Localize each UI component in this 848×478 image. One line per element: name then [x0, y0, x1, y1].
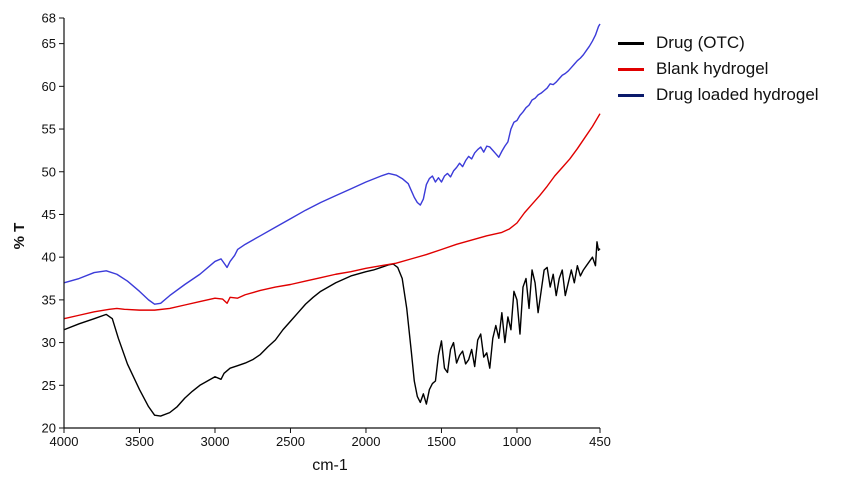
legend-swatch-drug	[618, 41, 644, 45]
y-tick-label: 35	[42, 292, 56, 307]
x-tick-label: 1000	[502, 434, 531, 449]
y-axis-title: % T	[11, 223, 28, 250]
series-line-blank-hydrogel	[63, 113, 601, 320]
y-tick-label: 65	[42, 36, 56, 51]
x-tick-label: 2500	[276, 434, 305, 449]
y-tick-label: 25	[42, 378, 56, 393]
legend-swatch-blank-hydrogel	[618, 67, 644, 71]
legend: Drug (OTC) Blank hydrogel Drug loaded hy…	[618, 30, 819, 108]
y-tick-label: 40	[42, 250, 56, 265]
series-line-drug-loaded-hydrogel	[63, 23, 601, 305]
x-axis: 4000 3500 3000 2500 2000 1500 1000 450	[50, 427, 611, 449]
legend-item-drug-loaded-hydrogel: Drug loaded hydrogel	[618, 82, 819, 108]
plot-area	[63, 23, 601, 417]
x-tick-label: 3000	[201, 434, 230, 449]
legend-label-drug: Drug (OTC)	[656, 33, 745, 52]
y-tick-label: 60	[42, 79, 56, 94]
x-tick-label: 450	[589, 434, 611, 449]
legend-swatch-drug-loaded-hydrogel	[618, 93, 644, 97]
legend-label-drug-loaded-hydrogel: Drug loaded hydrogel	[656, 85, 819, 104]
y-tick-label: 55	[42, 122, 56, 137]
legend-item-blank-hydrogel: Blank hydrogel	[618, 56, 819, 82]
y-tick-label: 50	[42, 164, 56, 179]
y-axis: 20 25 30 35 40 45 50 55 60 65 68	[42, 11, 65, 436]
y-tick-label: 20	[42, 421, 56, 436]
legend-item-drug: Drug (OTC)	[618, 30, 819, 56]
x-axis-title: cm-1	[312, 457, 348, 474]
legend-label-blank-hydrogel: Blank hydrogel	[656, 59, 769, 78]
y-tick-label: 30	[42, 335, 56, 350]
y-tick-label: 45	[42, 207, 56, 222]
x-tick-label: 1500	[427, 434, 456, 449]
series-line-drug-otc	[63, 241, 601, 417]
x-tick-label: 2000	[352, 434, 381, 449]
y-tick-label: 68	[42, 11, 56, 26]
x-tick-label: 3500	[125, 434, 154, 449]
x-tick-label: 4000	[50, 434, 79, 449]
